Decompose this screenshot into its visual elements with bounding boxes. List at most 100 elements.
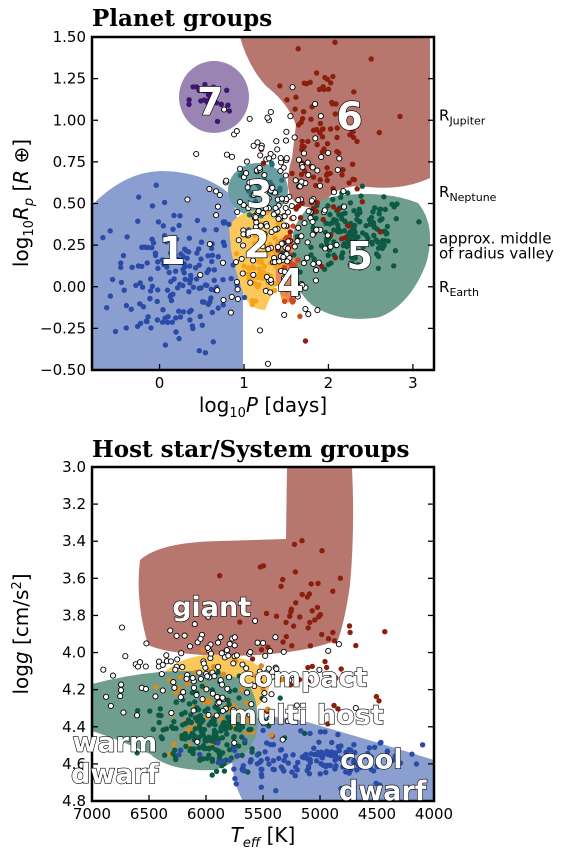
planet-point-unclassified (267, 289, 274, 296)
planet-point-group-2 (258, 237, 265, 243)
star-point-cool-dwarf (270, 758, 277, 764)
star-point-giant (273, 613, 280, 619)
planet-point-unclassified (274, 243, 282, 251)
planet-point-unclassified (304, 254, 311, 261)
planet-point-group-5 (341, 228, 348, 234)
star-point-unclassified (203, 686, 210, 693)
planet-point-group-1 (155, 219, 162, 225)
planet-point-group-1 (121, 287, 127, 293)
planet-point-group-1 (149, 283, 156, 289)
star-point-cool-dwarf (267, 741, 274, 748)
group-number-5: 5 (346, 234, 372, 278)
star-point-unclassified (316, 666, 323, 673)
star-point-warm-dwarf (196, 745, 202, 751)
planet-point-group-5 (291, 252, 297, 258)
star-point-compact-multi-host (236, 706, 242, 713)
planet-point-group-2 (261, 263, 268, 269)
planet-point-group-5 (376, 211, 382, 217)
star-point-unclassified (286, 677, 293, 684)
planet-point-unclassified (206, 185, 213, 193)
planet-point-group-1 (172, 268, 179, 274)
planet-point-group-2 (249, 301, 255, 308)
group-number-7: 7 (197, 79, 223, 123)
planet-point-unclassified (292, 177, 299, 184)
planet-point-group-5 (339, 255, 345, 261)
star-point-warm-dwarf (206, 734, 212, 740)
planet-point-group-5 (352, 255, 358, 261)
planet-point-unclassified (260, 201, 267, 208)
x-tick-label: 2 (324, 374, 334, 392)
planet-point-unclassified (247, 279, 254, 286)
x-axis-label: Teff [K] (231, 823, 296, 850)
reference-label-main: R (439, 183, 449, 201)
y-tick-label: 1.00 (53, 111, 86, 129)
planet-point-unclassified (234, 286, 241, 293)
star-point-unclassified (268, 691, 275, 698)
planet-point-group-6 (324, 177, 330, 184)
planet-point-unclassified (341, 203, 348, 210)
planet-point-group-5 (308, 244, 314, 250)
star-point-warm-dwarf (221, 768, 228, 774)
group-number-4: 4 (277, 261, 303, 305)
star-point-cool-dwarf (338, 756, 345, 762)
star-point-cool-dwarf (266, 761, 272, 767)
star-point-unclassified (159, 687, 166, 694)
planet-point-group-1 (175, 256, 182, 262)
planet-point-group-1 (206, 267, 212, 273)
star-point-cool-dwarf (377, 782, 383, 788)
planet-point-unclassified (261, 230, 268, 237)
planet-point-unclassified (232, 258, 240, 266)
y-tick-label: 4.6 (62, 755, 86, 773)
star-point-warm-dwarf (134, 707, 141, 714)
planet-point-group-1 (170, 226, 176, 232)
planet-point-unclassified (340, 188, 347, 195)
planet-point-group-6 (354, 138, 360, 145)
planet-point-unclassified (308, 197, 315, 204)
planet-point-group-1 (100, 234, 106, 241)
planet-point-group-2 (245, 265, 252, 271)
chart-title: Host star/System groups (92, 436, 409, 463)
planet-point-unclassified (318, 153, 325, 161)
y-tick-label: 4.8 (62, 792, 86, 810)
star-point-unclassified (122, 653, 129, 660)
group-numbers: 1 2 345 6 7 (158, 79, 373, 306)
planet-point-group-1 (149, 236, 155, 242)
star-point-unclassified (194, 738, 201, 745)
planet-point-group-6 (349, 161, 356, 167)
planet-point-group-7 (204, 109, 210, 115)
planet-point-unclassified (276, 258, 283, 265)
y-tick-label: −0.50 (40, 361, 86, 379)
star-point-warm-dwarf (231, 733, 237, 740)
star-point-unclassified (100, 666, 107, 673)
planet-point-unclassified (334, 166, 341, 173)
star-point-compact-multi-host (245, 718, 252, 724)
planet-point-group-6 (308, 116, 314, 122)
planet-point-unclassified (275, 215, 282, 222)
planet-point-group-1 (104, 305, 110, 311)
planet-point-group-5 (347, 262, 353, 268)
star-point-cool-dwarf (294, 767, 300, 773)
star-point-cool-dwarf (365, 754, 371, 760)
planet-point-group-6 (332, 255, 339, 261)
star-point-unclassified (190, 684, 197, 691)
star-point-warm-dwarf (211, 717, 217, 724)
planet-point-group-1 (183, 248, 190, 254)
planet-point-unclassified (300, 150, 308, 157)
planet-point-unclassified (267, 108, 274, 116)
planet-point-group-4 (284, 287, 290, 293)
planet-point-group-5 (308, 252, 314, 258)
y-tick-label: 0.75 (53, 153, 86, 171)
star-point-warm-dwarf (182, 720, 189, 727)
star-point-unclassified (178, 650, 185, 657)
planet-point-group-1 (190, 284, 197, 290)
star-point-cool-dwarf (358, 764, 364, 771)
reference-label-sub: Neptune (449, 191, 496, 204)
planet-point-group-7 (213, 100, 220, 106)
planet-point-group-1 (137, 301, 143, 307)
planet-point-group-6 (310, 174, 317, 180)
reference-label-main: approx. middle (439, 229, 551, 247)
star-point-unclassified (262, 652, 269, 659)
star-point-cool-dwarf (357, 756, 363, 762)
planet-point-group-1 (211, 277, 217, 283)
planet-point-group-6 (295, 122, 302, 128)
